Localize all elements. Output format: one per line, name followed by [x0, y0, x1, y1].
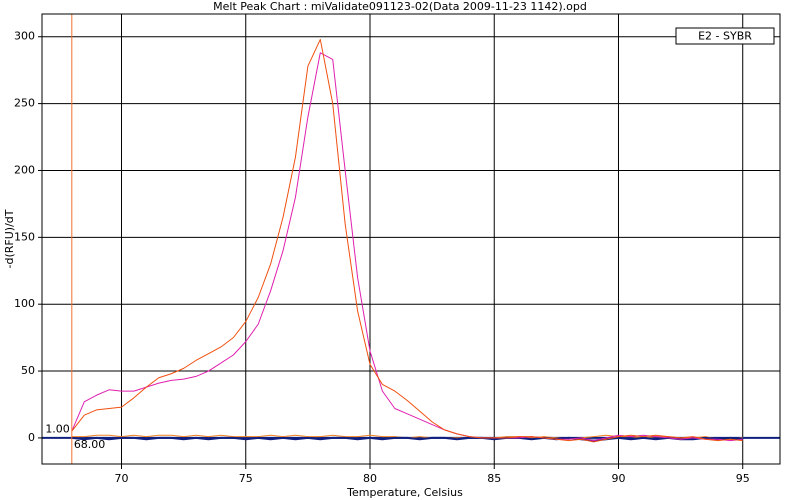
y-tick-label: 100 [14, 297, 35, 310]
plot-border [41, 13, 781, 465]
cursor-x-label: 68.00 [74, 438, 106, 451]
y-axis-label: -d(RFU)/dT [3, 209, 16, 268]
legend: E2 - SYBR [675, 27, 775, 45]
x-tick-label: 75 [239, 472, 253, 485]
x-tick-label: 70 [115, 472, 129, 485]
y-tick-label: 200 [14, 163, 35, 176]
x-tick-label: 90 [611, 472, 625, 485]
chart-title: Melt Peak Chart : miValidate091123-02(Da… [213, 0, 587, 13]
legend-label: E2 - SYBR [698, 30, 752, 43]
x-tick-label: 95 [736, 472, 750, 485]
y-tick-label: 300 [14, 30, 35, 43]
y-tick-label: 150 [14, 230, 35, 243]
legend-box [675, 27, 775, 45]
series-line [71, 52, 743, 442]
y-tick-label: 250 [14, 97, 35, 110]
cursor-y-label: 1.00 [45, 423, 70, 436]
x-tick-label: 85 [487, 472, 501, 485]
y-tick-label: 0 [28, 431, 35, 444]
y-tick-label: 50 [21, 364, 35, 377]
plot-area [42, 14, 780, 464]
series-line [71, 436, 743, 442]
x-axis-label: Temperature, Celsius [346, 486, 463, 499]
x-tick-label: 80 [363, 472, 377, 485]
series-line [71, 38, 743, 443]
